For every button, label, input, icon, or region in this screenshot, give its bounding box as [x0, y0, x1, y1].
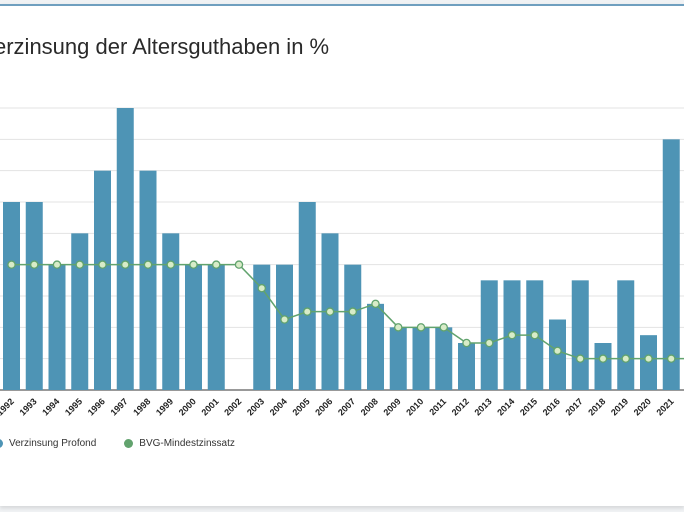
x-tick-1998: 1998: [131, 396, 152, 417]
x-tick-2001: 2001: [199, 396, 220, 417]
bar-2017: [571, 280, 589, 390]
bvg-point-1995: [75, 260, 85, 269]
x-tick-1993: 1993: [17, 396, 38, 417]
x-tick-2013: 2013: [472, 396, 493, 417]
bvg-point-2007: [348, 307, 357, 316]
bar-2019: [617, 280, 635, 390]
bar-2004: [276, 264, 293, 390]
legend-dot-bvg: [124, 439, 134, 448]
bar-2008: [367, 303, 384, 390]
bar-2010: [412, 327, 430, 390]
x-tick-1992: 1992: [0, 396, 16, 417]
x-tick-2020: 2020: [632, 396, 653, 417]
bvg-point-2009: [393, 323, 403, 332]
x-tick-2000: 2000: [177, 396, 198, 417]
bar-1992: [3, 202, 20, 390]
bar-1995: [71, 233, 89, 390]
bvg-point-2005: [302, 307, 312, 316]
x-tick-1999: 1999: [154, 396, 175, 417]
legend-label-bvg: BVG-Mindestzinssatz: [139, 438, 235, 449]
x-tick-2021: 2021: [654, 396, 675, 417]
chart-title: erzinsung der Altersguthaben in %: [0, 34, 330, 59]
x-tick-2008: 2008: [359, 396, 380, 417]
bar-2011: [435, 327, 453, 390]
x-tick-2019: 2019: [609, 396, 630, 417]
bvg-point-2017: [576, 354, 585, 363]
bar-2009: [389, 327, 407, 390]
bar-1999: [162, 233, 180, 390]
bvg-point-1997: [121, 260, 130, 269]
x-tick-2016: 2016: [541, 396, 562, 417]
x-tick-2015: 2015: [518, 396, 539, 417]
legend: Verzinsung Profond BVG-Mindestzinssatz: [0, 438, 263, 449]
bvg-point-2019: [621, 354, 631, 363]
bvg-point-1998: [143, 260, 153, 269]
grid-lines: [0, 107, 684, 391]
bvg-point-2020: [644, 354, 653, 363]
x-tick-2010: 2010: [404, 396, 425, 417]
bvg-point-2012: [462, 338, 471, 348]
chart-card: erzinsung der Altersguthaben in % 1992 19…: [0, 4, 684, 506]
bvg-point-2008: [371, 299, 380, 309]
bvg-point-2010: [416, 323, 426, 332]
bvg-point-1999: [166, 260, 175, 269]
bvg-point-2006: [325, 307, 335, 316]
x-tick-2005: 2005: [290, 396, 311, 417]
chart-plot: 1992 1993 1994 1995 1996 1997 1998 1999 2000 2001…: [0, 107, 684, 418]
bar-2013: [480, 280, 498, 390]
bvg-point-2013: [484, 338, 494, 348]
bar-2018: [594, 343, 612, 390]
bar-1996: [94, 170, 111, 390]
bar-series: [3, 108, 680, 390]
bar-2007: [344, 264, 362, 390]
bvg-point-2016: [553, 346, 562, 356]
x-tick-2011: 2011: [427, 396, 448, 417]
line-series: [7, 260, 684, 363]
x-tick-2006: 2006: [313, 396, 334, 417]
bvg-point-2003: [257, 283, 266, 293]
legend-item-profond[interactable]: Verzinsung Profond: [0, 438, 96, 449]
x-tick-2007: 2007: [336, 396, 357, 417]
bvg-point-2001: [211, 260, 221, 269]
x-tick-2018: 2018: [586, 396, 607, 417]
x-tick-1996: 1996: [86, 396, 107, 417]
x-tick-2014: 2014: [495, 396, 516, 417]
legend-item-bvg[interactable]: BVG-Mindestzinssatz: [124, 438, 235, 449]
bar-2005: [298, 202, 316, 390]
bvg-point-2000: [189, 260, 198, 269]
bvg-point-2015: [530, 330, 540, 340]
x-tick-2002: 2002: [222, 396, 243, 417]
x-tick-1997: 1997: [108, 396, 129, 417]
legend-label-profond: Verzinsung Profond: [9, 438, 97, 449]
bvg-point-2014: [507, 330, 517, 340]
x-tick-2003: 2003: [245, 396, 266, 417]
bar-1993: [25, 202, 43, 390]
bvg-point-2011: [439, 323, 448, 332]
bvg-point-2004: [280, 315, 289, 324]
bar-2001: [207, 264, 225, 390]
bvg-point-1996: [98, 260, 107, 269]
bar-2012: [458, 343, 475, 390]
x-tick-2004: 2004: [268, 396, 289, 417]
bar-1998: [139, 170, 157, 390]
bar-2021: [662, 139, 680, 390]
bvg-point-1993: [29, 260, 39, 269]
x-tick-labels: 1992 1993 1994 1995 1996 1997 1998 1999 2000 2001…: [0, 396, 676, 417]
bar-2003: [253, 264, 271, 390]
x-tick-2017: 2017: [563, 396, 584, 417]
bvg-point-2002: [234, 260, 244, 269]
legend-dot-profond: [0, 439, 3, 448]
bvg-point-1992: [7, 260, 16, 269]
bvg-point-1994: [52, 260, 62, 269]
bar-1994: [48, 264, 66, 390]
x-tick-1994: 1994: [40, 396, 61, 417]
x-tick-1995: 1995: [63, 396, 84, 417]
bar-1997: [116, 108, 134, 390]
bvg-point-2018: [598, 354, 608, 363]
x-tick-2009: 2009: [381, 396, 402, 417]
bar-2000: [185, 264, 202, 390]
x-tick-2012: 2012: [450, 396, 471, 417]
bvg-point-2021: [667, 354, 676, 363]
